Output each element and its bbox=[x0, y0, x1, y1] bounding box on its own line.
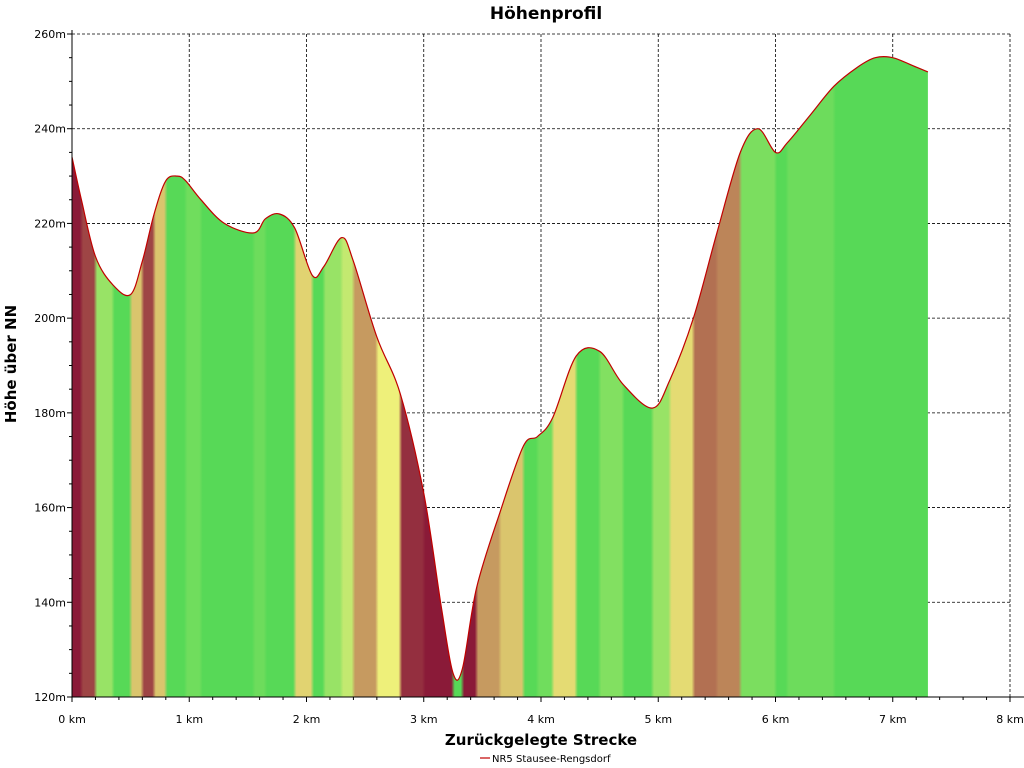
y-tick-label: 120m bbox=[34, 691, 66, 704]
y-tick-label: 240m bbox=[34, 123, 66, 136]
x-tick-label: 5 km bbox=[644, 713, 672, 726]
x-tick-label: 2 km bbox=[293, 713, 321, 726]
x-tick-label: 6 km bbox=[762, 713, 790, 726]
y-tick-label: 220m bbox=[34, 217, 66, 230]
elevation-line bbox=[71, 55, 929, 681]
y-tick-label: 160m bbox=[34, 502, 66, 515]
legend: NR5 Stausee-Rengsdorf bbox=[480, 754, 611, 765]
x-tick-label: 7 km bbox=[879, 713, 907, 726]
x-tick-label: 1 km bbox=[175, 713, 203, 726]
y-ticks: 120m 140m 160m 180m 200m 220m 240m 260m bbox=[34, 28, 72, 704]
x-tick-label: 8 km bbox=[996, 713, 1024, 726]
elevation-area-fill bbox=[72, 56, 928, 697]
y-tick-label: 260m bbox=[34, 28, 66, 41]
y-axis-title: Höhe über NN bbox=[2, 305, 20, 423]
y-tick-label: 200m bbox=[34, 312, 66, 325]
x-ticks: 0 km 1 km 2 km 3 km 4 km 5 km 6 km 7 km 8 km bbox=[58, 697, 1024, 726]
x-axis-title: Zurückgelegte Strecke bbox=[445, 731, 637, 749]
y-tick-label: 140m bbox=[34, 596, 66, 609]
y-tick-label: 180m bbox=[34, 407, 66, 420]
legend-label: NR5 Stausee-Rengsdorf bbox=[492, 754, 611, 765]
x-tick-label: 0 km bbox=[58, 713, 86, 726]
chart-title: Höhenprofil bbox=[490, 4, 602, 24]
x-tick-label: 4 km bbox=[527, 713, 555, 726]
x-tick-label: 3 km bbox=[410, 713, 438, 726]
